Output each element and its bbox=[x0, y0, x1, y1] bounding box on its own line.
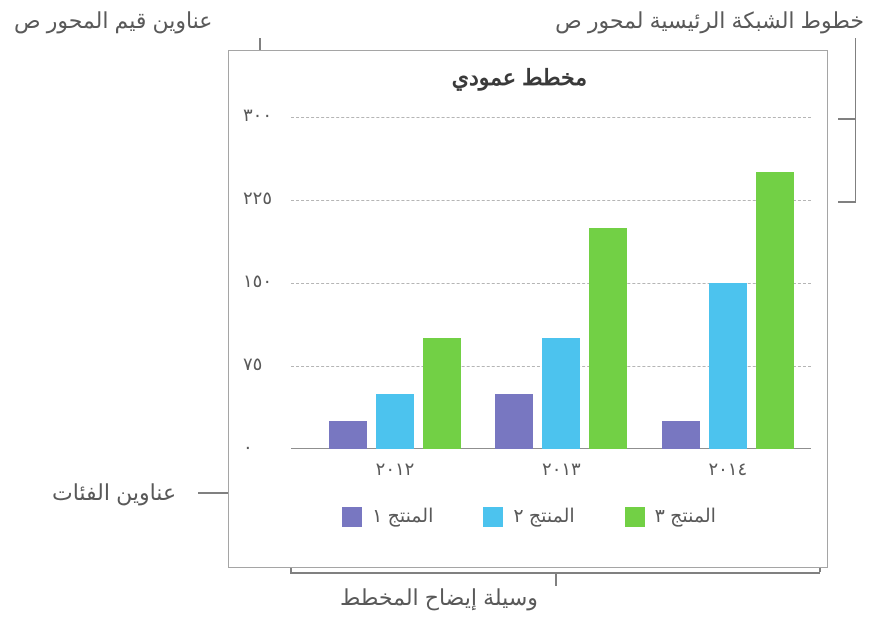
legend-swatch bbox=[625, 507, 645, 527]
callout-connector bbox=[838, 118, 856, 120]
legend-label: المنتج ٣ bbox=[655, 505, 716, 528]
callout-y-gridlines: خطوط الشبكة الرئيسية لمحور ص bbox=[555, 8, 864, 34]
callout-connector bbox=[555, 572, 557, 586]
bar bbox=[329, 421, 367, 449]
legend-label: المنتج ١ bbox=[372, 505, 433, 528]
callout-connector bbox=[855, 38, 857, 203]
y-tick-label: ٧٥ bbox=[243, 354, 283, 375]
callout-y-labels: عناوين قيم المحور ص bbox=[14, 8, 212, 34]
y-gridline bbox=[291, 117, 811, 118]
bar bbox=[495, 394, 533, 449]
callout-connector bbox=[838, 201, 856, 203]
bar bbox=[589, 228, 627, 449]
y-tick-label: ٠ bbox=[243, 437, 283, 458]
x-tick-label: ٢٠١٤ bbox=[708, 459, 747, 480]
legend-item: المنتج ٣ bbox=[625, 505, 716, 528]
y-tick-label: ٢٢٥ bbox=[243, 188, 283, 209]
y-tick-label: ٣٠٠ bbox=[243, 105, 283, 126]
chart-frame: مخطط عمودي المنتج ١ المنتج ٢ المنتج ٣ ٠ ٧٥ ١… bbox=[228, 50, 828, 568]
legend-label: المنتج ٢ bbox=[513, 505, 574, 528]
y-gridline bbox=[291, 200, 811, 201]
legend-item: المنتج ١ bbox=[342, 505, 433, 528]
callout-category-labels: عناوين الفئات bbox=[52, 480, 176, 506]
bar bbox=[756, 172, 794, 449]
bar bbox=[542, 338, 580, 449]
y-tick-label: ١٥٠ bbox=[243, 271, 283, 292]
legend-swatch bbox=[342, 507, 362, 527]
bar bbox=[709, 283, 747, 449]
chart-legend: المنتج ١ المنتج ٢ المنتج ٣ bbox=[229, 505, 829, 528]
plot-area bbox=[291, 117, 811, 449]
chart-title: مخطط عمودي bbox=[452, 65, 587, 91]
x-tick-label: ٢٠١٢ bbox=[376, 459, 415, 480]
legend-swatch bbox=[483, 507, 503, 527]
legend-item: المنتج ٢ bbox=[483, 505, 574, 528]
x-tick-label: ٢٠١٣ bbox=[542, 459, 581, 480]
bar bbox=[376, 394, 414, 449]
bar bbox=[662, 421, 700, 449]
bar bbox=[423, 338, 461, 449]
callout-legend: وسيلة إيضاح المخطط bbox=[340, 585, 538, 611]
